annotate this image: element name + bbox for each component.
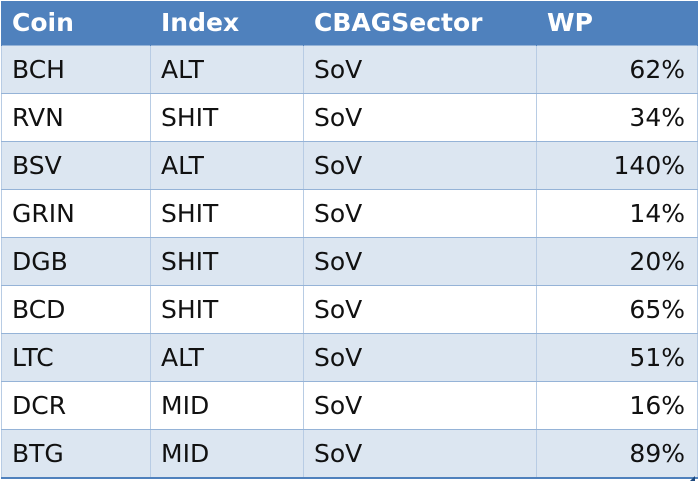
cell-sector[interactable]: SoV (303, 381, 537, 430)
cell-index[interactable]: MID (150, 381, 304, 430)
cell-sector[interactable]: SoV (303, 45, 537, 94)
table-resize-handle[interactable] (690, 476, 695, 481)
cell-sector[interactable]: SoV (303, 189, 537, 238)
header-coin[interactable]: Coin (1, 1, 151, 46)
cell-index[interactable]: SHIT (150, 285, 304, 334)
cell-sector[interactable]: SoV (303, 285, 537, 334)
cell-wp[interactable]: 89% (536, 429, 698, 479)
cell-coin[interactable]: GRIN (1, 189, 151, 238)
header-row: Coin Index CBAGSector WP (1, 1, 698, 46)
table-row: LTC ALT SoV 51% (1, 333, 698, 382)
cell-sector[interactable]: SoV (303, 93, 537, 142)
cell-sector[interactable]: SoV (303, 429, 537, 479)
cell-index[interactable]: ALT (150, 141, 304, 190)
cell-wp[interactable]: 65% (536, 285, 698, 334)
table-row: DGB SHIT SoV 20% (1, 237, 698, 286)
cell-coin[interactable]: RVN (1, 93, 151, 142)
cell-coin[interactable]: LTC (1, 333, 151, 382)
cell-coin[interactable]: BCH (1, 45, 151, 94)
cell-coin[interactable]: BCD (1, 285, 151, 334)
cell-index[interactable]: SHIT (150, 237, 304, 286)
cell-wp[interactable]: 140% (536, 141, 698, 190)
table-row: BTG MID SoV 89% (1, 429, 698, 479)
table-row: RVN SHIT SoV 34% (1, 93, 698, 142)
cell-index[interactable]: SHIT (150, 189, 304, 238)
cell-wp[interactable]: 34% (536, 93, 698, 142)
cell-wp[interactable]: 62% (536, 45, 698, 94)
header-cbag-sector[interactable]: CBAGSector (303, 1, 537, 46)
cell-index[interactable]: ALT (150, 333, 304, 382)
cell-index[interactable]: SHIT (150, 93, 304, 142)
table-row: DCR MID SoV 16% (1, 381, 698, 430)
cell-wp[interactable]: 14% (536, 189, 698, 238)
cell-coin[interactable]: DGB (1, 237, 151, 286)
header-index[interactable]: Index (150, 1, 304, 46)
coin-table: Coin Index CBAGSector WP BCH ALT SoV 62%… (1, 1, 698, 479)
cell-index[interactable]: ALT (150, 45, 304, 94)
cell-sector[interactable]: SoV (303, 237, 537, 286)
cell-index[interactable]: MID (150, 429, 304, 479)
cell-sector[interactable]: SoV (303, 141, 537, 190)
cell-coin[interactable]: BSV (1, 141, 151, 190)
table-row: BSV ALT SoV 140% (1, 141, 698, 190)
table-row: BCD SHIT SoV 65% (1, 285, 698, 334)
cell-wp[interactable]: 20% (536, 237, 698, 286)
table-row: BCH ALT SoV 62% (1, 45, 698, 94)
cell-wp[interactable]: 51% (536, 333, 698, 382)
table-row: GRIN SHIT SoV 14% (1, 189, 698, 238)
cell-coin[interactable]: BTG (1, 429, 151, 479)
header-wp[interactable]: WP (536, 1, 698, 46)
cell-coin[interactable]: DCR (1, 381, 151, 430)
cell-sector[interactable]: SoV (303, 333, 537, 382)
cell-wp[interactable]: 16% (536, 381, 698, 430)
